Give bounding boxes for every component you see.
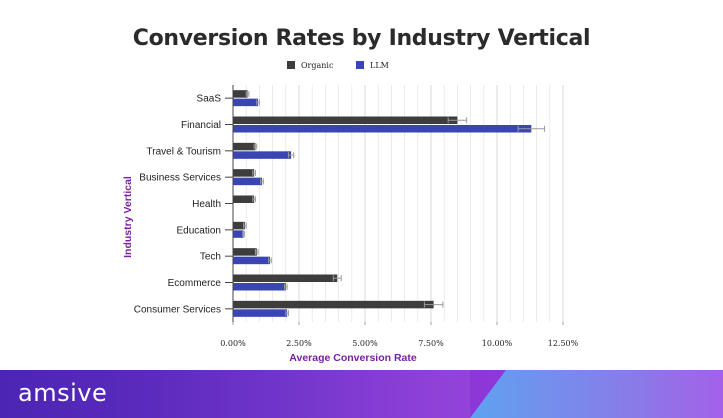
- category-label: Business Services: [139, 173, 221, 184]
- x-tick-label: 0.00%: [220, 339, 246, 348]
- bar-organic: [233, 274, 338, 282]
- chart-canvas: 0.00% 2.50% 5.00% 7.50% 10.00% 12.50% SaaS Fin…: [122, 61, 579, 364]
- category-label: Financial: [181, 120, 221, 131]
- x-tick-label: 7.50%: [418, 339, 444, 348]
- footer-banner: amsive: [0, 370, 723, 418]
- bar-llm: [233, 283, 286, 291]
- category-labels: SaaS Financial Travel & Tourism Business Se…: [134, 94, 222, 316]
- bar-llm: [233, 256, 270, 265]
- legend-label-llm: LLM: [370, 61, 389, 70]
- chart-title: Conversion Rates by Industry Vertical: [132, 26, 591, 51]
- bar-llm: [233, 177, 263, 186]
- bar-llm: [233, 151, 292, 159]
- bar-llm: [233, 230, 244, 238]
- bar-organic: [233, 221, 245, 230]
- legend-swatch-llm: [356, 61, 364, 69]
- category-label: Consumer Services: [134, 304, 221, 315]
- x-axis-title: Average Conversion Rate: [289, 352, 417, 364]
- category-label: Health: [192, 199, 221, 210]
- bar-organic: [233, 142, 256, 151]
- legend: Organic LLM: [287, 61, 389, 70]
- legend-label-organic: Organic: [301, 61, 334, 70]
- x-tick-label: 5.00%: [352, 339, 378, 348]
- bar-organic: [233, 248, 257, 256]
- bars: [233, 90, 532, 317]
- y-axis-title: Industry Vertical: [122, 176, 134, 258]
- bar-organic: [233, 300, 434, 309]
- axes: [225, 85, 234, 322]
- bar-organic: [233, 116, 458, 124]
- x-tick-label: 10.00%: [482, 339, 513, 348]
- category-label: Travel & Tourism: [147, 146, 221, 157]
- x-tick-label: 12.50%: [548, 339, 579, 348]
- bar-organic: [233, 90, 248, 98]
- legend-swatch-organic: [287, 61, 295, 69]
- bar-organic: [233, 195, 255, 203]
- category-label: Ecommerce: [168, 278, 222, 289]
- category-label: SaaS: [197, 94, 222, 105]
- category-label: Tech: [200, 252, 221, 263]
- x-ticks: 0.00% 2.50% 5.00% 7.50% 10.00% 12.50%: [220, 322, 579, 348]
- gridlines: [245, 85, 564, 322]
- footer-accent-shape: [470, 370, 723, 418]
- error-bars: [242, 90, 546, 317]
- x-tick-label: 2.50%: [286, 339, 312, 348]
- footer-gradient-shape: [150, 370, 470, 418]
- bar-llm: [233, 309, 288, 317]
- category-label: Education: [177, 225, 221, 236]
- bar-llm: [233, 125, 532, 133]
- amsive-logo: amsive: [18, 379, 108, 407]
- bar-llm: [233, 98, 259, 107]
- bar-organic: [233, 169, 255, 177]
